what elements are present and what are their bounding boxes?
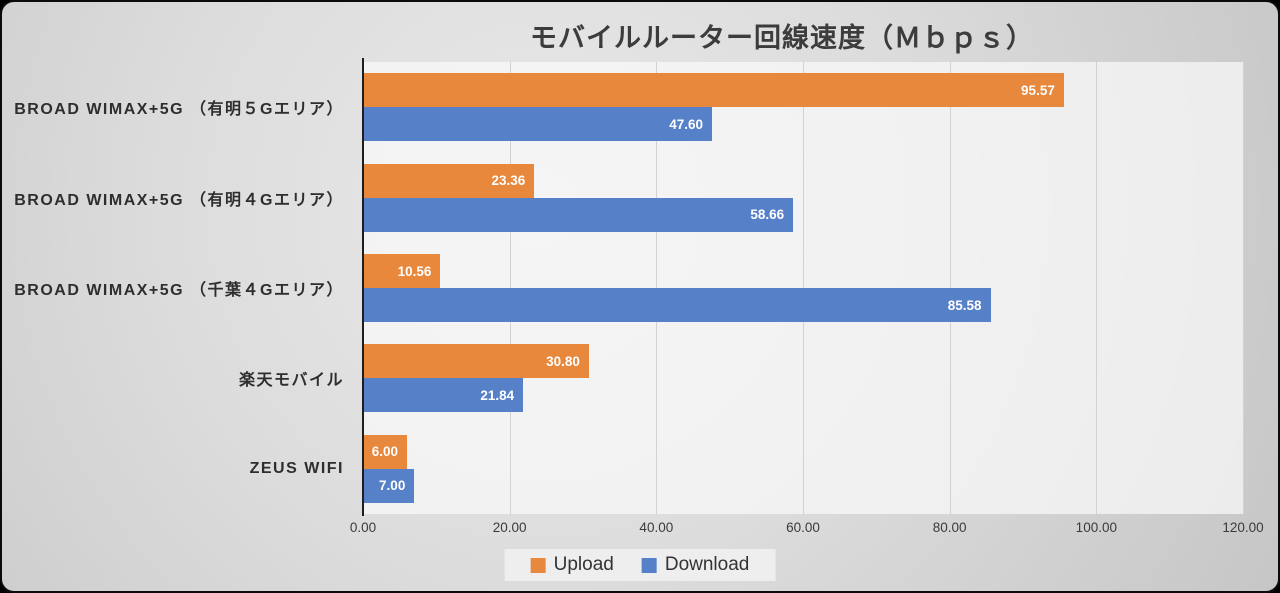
legend-label-download: Download: [664, 554, 750, 575]
bar-upload: 95.57: [363, 73, 1064, 108]
bar-value-label: 58.66: [750, 207, 785, 223]
legend-item-upload: Upload: [530, 554, 614, 576]
bar-download: 7.00: [363, 468, 415, 503]
x-tick-label: 20.00: [492, 520, 527, 535]
bar-download: 85.58: [363, 288, 991, 322]
bar-value-label: 85.58: [947, 297, 982, 313]
bar-value-label: 47.60: [669, 116, 704, 132]
plot-area: 95.57 47.60 23.36 58.66 10.56 85.58 30.80 21.84…: [363, 62, 1244, 514]
bar-upload: 23.36: [363, 163, 535, 198]
x-axis-tick-labels: 0.00 20.00 40.00 60.00 80.00 100.00 120.00: [350, 520, 1264, 540]
category-label: BROAD WIMAX+5G （有明４Gエリア）: [14, 191, 344, 209]
bar-upload: 10.56: [363, 254, 441, 288]
x-tick-label: 100.00: [1075, 520, 1117, 535]
upload-swatch-icon: [530, 557, 546, 573]
legend: Upload Download: [504, 549, 776, 581]
bar-upload: 30.80: [363, 344, 589, 379]
gridline: [1096, 62, 1098, 514]
bar-download: 47.60: [363, 107, 713, 142]
bar-value-label: 21.84: [480, 387, 515, 403]
bar-value-label: 23.36: [491, 173, 526, 189]
x-tick-label: 0.00: [349, 520, 377, 535]
bar-value-label: 95.57: [1021, 82, 1055, 98]
gridline: [1243, 62, 1244, 514]
bar-download: 21.84: [363, 378, 524, 413]
category-label: BROAD WIMAX+5G （有明５Gエリア）: [14, 101, 344, 119]
x-tick-label: 60.00: [786, 520, 820, 535]
bar-value-label: 30.80: [546, 353, 580, 369]
category-labels: BROAD WIMAX+5G （有明５Gエリア） BROAD WIMAX+5G （…: [2, 62, 352, 514]
legend-item-download: Download: [641, 554, 750, 576]
bar-download: 58.66: [363, 197, 794, 232]
download-swatch-icon: [641, 557, 657, 573]
chart-title: モバイルルーター回線速度（Ｍｂｐｓ）: [530, 23, 1034, 53]
bar-value-label: 10.56: [397, 263, 432, 279]
category-label: 楽天モバイル: [238, 372, 344, 390]
legend-label-upload: Upload: [553, 554, 614, 575]
x-tick-label: 80.00: [932, 520, 967, 535]
x-tick-label: 120.00: [1222, 520, 1264, 535]
x-tick-label: 40.00: [639, 520, 674, 535]
bar-value-label: 7.00: [379, 478, 406, 494]
bar-upload: 6.00: [363, 434, 407, 469]
category-label: BROAD WIMAX+5G （千葉４Gエリア）: [14, 281, 344, 299]
category-label: ZEUS WIFI: [249, 459, 344, 477]
y-axis-line: [362, 58, 364, 516]
bar-value-label: 6.00: [371, 444, 398, 460]
